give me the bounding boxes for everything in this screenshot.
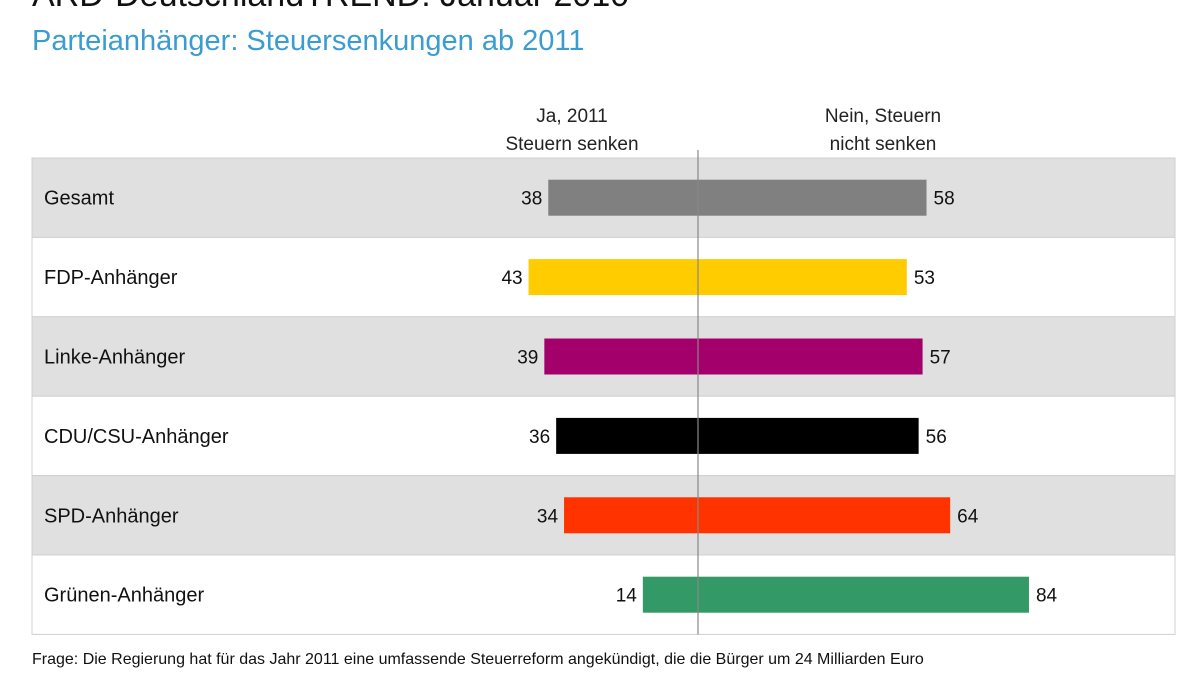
data-label-nein: 53 <box>914 268 935 289</box>
bar-ja <box>564 497 698 534</box>
legend-label-ja: Steuern senken <box>505 134 638 155</box>
data-label-nein: 64 <box>957 506 979 527</box>
bar-nein <box>698 338 923 375</box>
row-background <box>31 236 1176 318</box>
bar-nein <box>698 576 1029 613</box>
bar-nein <box>698 259 907 296</box>
data-label-ja: 14 <box>616 586 638 607</box>
chart-subtitle: Parteianhänger: Steuersenkungen ab 2011 <box>32 25 585 57</box>
category-label: Gesamt <box>44 188 114 210</box>
bar-ja <box>528 259 698 296</box>
data-label-ja: 38 <box>521 189 542 210</box>
category-label: Grünen-Anhänger <box>44 585 204 607</box>
bar-nein <box>698 179 927 216</box>
bar-ja <box>548 179 698 216</box>
data-label-nein: 56 <box>926 427 947 448</box>
question-footnote: Frage: Die Regierung hat für das Jahr 20… <box>32 651 924 668</box>
category-label: Linke-Anhänger <box>44 347 186 369</box>
bar-ja <box>556 417 698 454</box>
legend-label-ja: Ja, 2011 <box>536 106 607 127</box>
category-label: SPD-Anhänger <box>44 505 179 527</box>
data-label-ja: 34 <box>537 506 559 527</box>
legend-label-nein: Nein, Steuern <box>825 106 941 127</box>
data-label-nein: 84 <box>1036 586 1058 607</box>
bar-nein <box>698 497 951 534</box>
data-label-ja: 36 <box>529 427 550 448</box>
data-label-ja: 39 <box>517 348 538 369</box>
bar-ja <box>544 338 698 375</box>
category-label: FDP-Anhänger <box>44 267 178 289</box>
bar-nein <box>698 417 919 454</box>
category-label: CDU/CSU-Anhänger <box>44 426 229 448</box>
bar-ja <box>642 576 698 613</box>
chart-title: ARD-DeutschlandTREND: Januar 2010 <box>32 0 629 15</box>
data-label-nein: 57 <box>930 348 951 369</box>
data-label-ja: 43 <box>501 268 522 289</box>
data-label-nein: 58 <box>934 189 955 210</box>
legend-label-nein: nicht senken <box>830 134 937 155</box>
